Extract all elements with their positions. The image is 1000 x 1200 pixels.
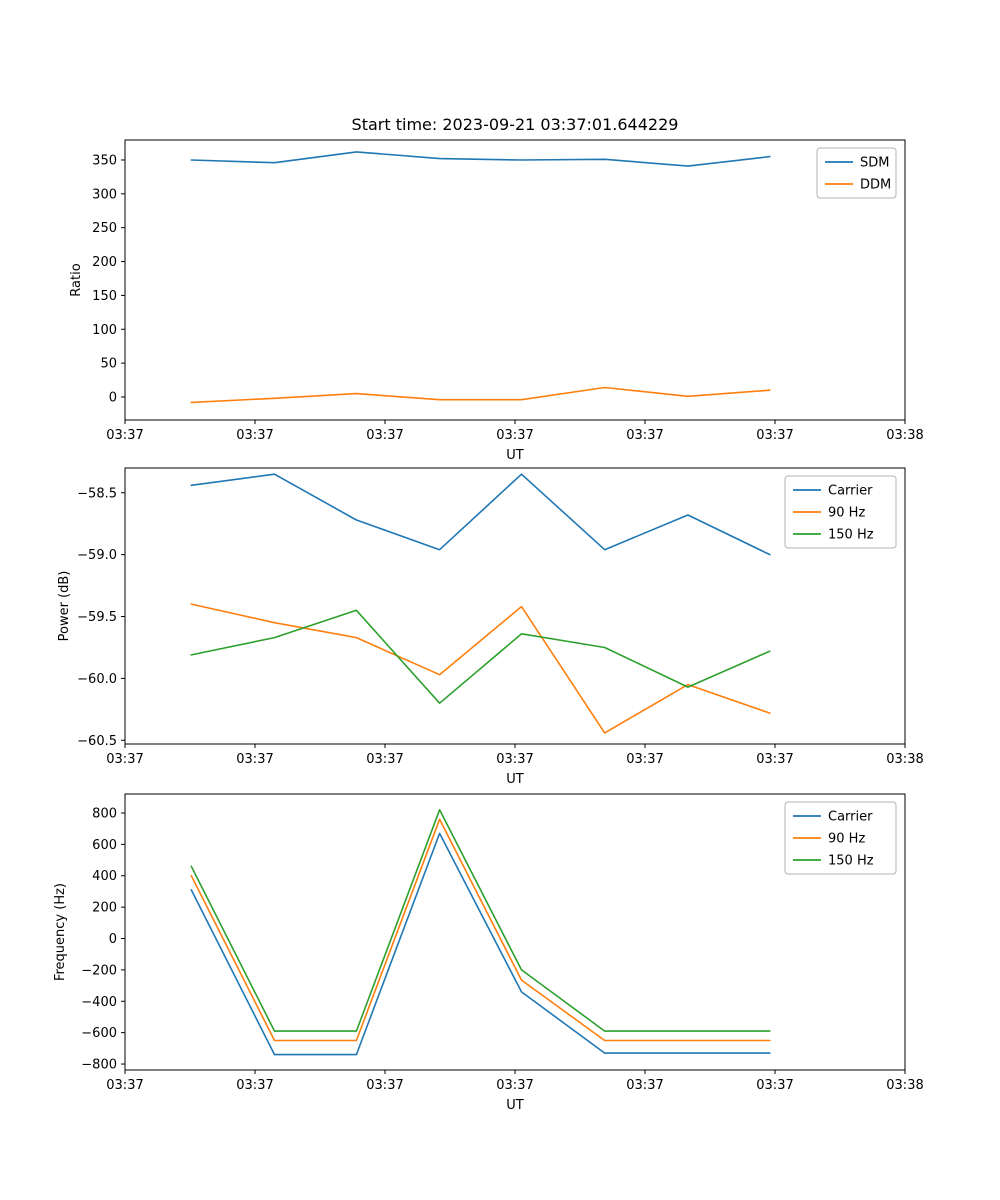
y-tick-label: 300 [92, 187, 117, 202]
y-tick-label: −60.0 [77, 672, 117, 687]
x-tick-label: 03:37 [626, 1078, 663, 1093]
legend-label: 90 Hz [828, 506, 865, 521]
frequency-chart: 03:37 03:37 03:37 03:37 03:37 03:37 03:38 −800 −… [53, 793, 924, 1113]
x-tick-label: 03:37 [496, 1078, 533, 1093]
power-chart: 03:37 03:37 03:37 03:37 03:37 03:37 03:38 −60.5… [57, 467, 924, 787]
y-axis-label: Power (dB) [57, 571, 72, 642]
x-tick-label: 03:38 [886, 752, 923, 767]
y-tick-label: −59.5 [77, 610, 117, 625]
series-90-hz [190, 818, 771, 1042]
y-tick-label: 0 [109, 390, 117, 405]
x-tick-label: 03:38 [886, 1078, 923, 1093]
y-tick-label: 50 [100, 357, 117, 372]
series-sdm [190, 151, 771, 167]
legend-label: DDM [860, 178, 891, 193]
y-tick-label: 200 [92, 901, 117, 916]
x-tick-label: 03:37 [366, 1078, 403, 1093]
x-tick-label: 03:37 [626, 752, 663, 767]
y-tick-label: −58.5 [77, 486, 117, 501]
x-tick-label: 03:37 [236, 752, 273, 767]
y-tick-label: −800 [81, 1058, 117, 1073]
series-150-hz [190, 808, 771, 1032]
x-tick-label: 03:37 [236, 1078, 273, 1093]
y-tick-label: 150 [92, 289, 117, 304]
legend: Carrier 90 Hz 150 Hz [784, 475, 897, 549]
y-tick-label: 250 [92, 221, 117, 236]
y-tick-label: 100 [92, 323, 117, 338]
y-tick-label: 400 [92, 869, 117, 884]
x-tick-label: 03:38 [886, 428, 923, 443]
y-tick-label: −600 [81, 1026, 117, 1041]
legend-box [816, 147, 897, 199]
series-90-hz [190, 603, 771, 734]
x-tick-label: 03:37 [496, 752, 533, 767]
legend-box [784, 475, 897, 549]
y-tick-label: 200 [92, 255, 117, 270]
x-tick-label: 03:37 [496, 428, 533, 443]
y-tick-label: 350 [92, 153, 117, 168]
x-tick-label: 03:37 [756, 1078, 793, 1093]
plot-frame [124, 139, 906, 421]
series-carrier [190, 473, 771, 556]
chart-title: Start time: 2023-09-21 03:37:01.644229 [352, 115, 679, 134]
legend-label: SDM [860, 156, 889, 171]
x-tick-label: 03:37 [106, 428, 143, 443]
y-tick-label: 600 [92, 838, 117, 853]
x-tick-label: 03:37 [756, 428, 793, 443]
legend-label: 150 Hz [828, 854, 874, 869]
x-axis-label: UT [506, 1098, 524, 1113]
legend-label: Carrier [828, 484, 873, 499]
x-tick-label: 03:37 [106, 752, 143, 767]
series-150-hz [190, 609, 771, 705]
x-tick-label: 03:37 [106, 1078, 143, 1093]
legend: Carrier 90 Hz 150 Hz [784, 801, 897, 875]
x-tick-label: 03:37 [366, 752, 403, 767]
y-axis-label: Ratio [69, 263, 84, 296]
legend: SDM DDM [816, 147, 897, 199]
series-ddm [190, 386, 771, 404]
series-carrier [190, 832, 771, 1056]
x-tick-label: 03:37 [626, 428, 663, 443]
y-tick-label: 0 [109, 932, 117, 947]
y-tick-label: −200 [81, 963, 117, 978]
x-axis-label: UT [506, 448, 524, 463]
y-tick-label: −60.5 [77, 734, 117, 749]
legend-label: Carrier [828, 810, 873, 825]
y-tick-label: −59.0 [77, 548, 117, 563]
x-tick-label: 03:37 [366, 428, 403, 443]
y-tick-label: −400 [81, 995, 117, 1010]
legend-label: 90 Hz [828, 832, 865, 847]
legend-box [784, 801, 897, 875]
y-tick-label: 800 [92, 806, 117, 821]
y-axis-label: Frequency (Hz) [53, 883, 68, 981]
x-tick-label: 03:37 [756, 752, 793, 767]
x-tick-label: 03:37 [236, 428, 273, 443]
x-axis-label: UT [506, 772, 524, 787]
legend-label: 150 Hz [828, 528, 874, 543]
ratio-chart: 03:37 03:37 03:37 03:37 03:37 03:37 03:38 0 50 10… [69, 115, 924, 463]
